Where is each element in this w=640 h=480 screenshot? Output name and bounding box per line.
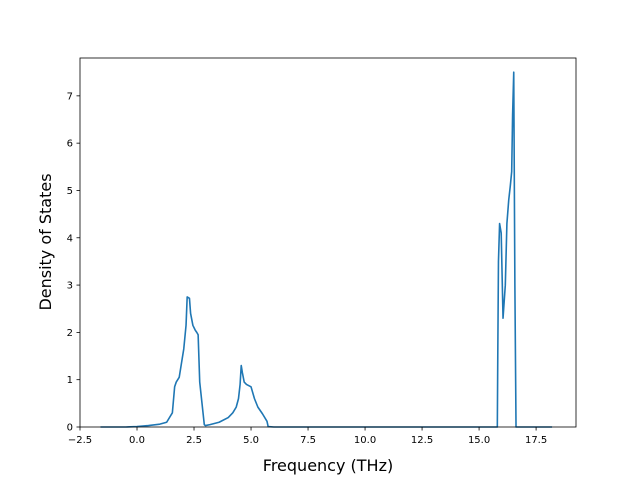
x-tick-label: 17.5 (525, 435, 547, 446)
x-axis-ticks: −2.5 0.0 2.5 5.0 7.5 10.0 12.5 15.0 17.5 (68, 427, 547, 446)
x-tick-label: 5.0 (243, 435, 259, 446)
y-tick-label: 6 (67, 139, 73, 150)
y-tick-label: 7 (67, 91, 73, 102)
x-tick-label: −2.5 (68, 435, 92, 446)
y-axis-label: Density of States (36, 173, 55, 310)
x-tick-label: 12.5 (411, 435, 433, 446)
x-axis-label: Frequency (THz) (263, 456, 393, 475)
x-tick-label: 15.0 (468, 435, 490, 446)
x-tick-label: 7.5 (300, 435, 316, 446)
axes-frame (79, 57, 577, 428)
y-tick-label: 2 (67, 328, 73, 339)
x-tick-label: 2.5 (186, 435, 202, 446)
x-tick-label: 10.0 (354, 435, 376, 446)
y-tick-label: 1 (67, 375, 73, 386)
y-axis-ticks: 0 1 2 3 4 5 6 7 (67, 91, 80, 434)
x-tick-label: 0.0 (129, 435, 145, 446)
y-tick-label: 4 (67, 233, 73, 244)
series-layer (100, 71, 553, 428)
y-tick-label: 0 (67, 423, 73, 434)
y-tick-label: 3 (67, 281, 73, 292)
plot-area (80, 58, 576, 427)
y-tick-label: 5 (67, 186, 73, 197)
series-line-0 (100, 71, 553, 428)
